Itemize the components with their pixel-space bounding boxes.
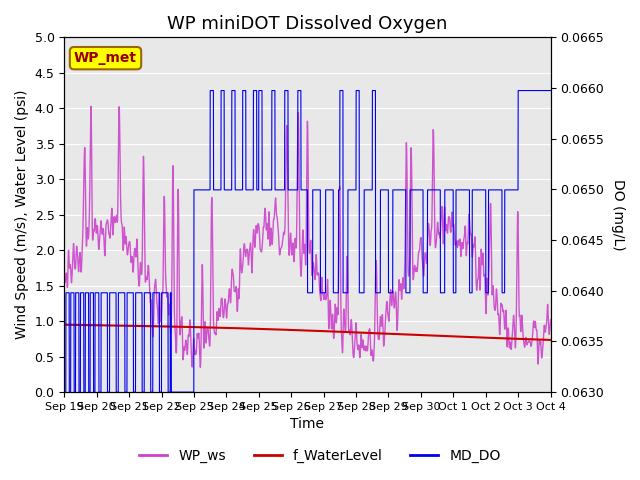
Y-axis label: DO (mg/L): DO (mg/L)	[611, 179, 625, 251]
Text: WP_met: WP_met	[74, 51, 137, 65]
X-axis label: Time: Time	[291, 418, 324, 432]
Y-axis label: Wind Speed (m/s), Water Level (psi): Wind Speed (m/s), Water Level (psi)	[15, 90, 29, 339]
Title: WP miniDOT Dissolved Oxygen: WP miniDOT Dissolved Oxygen	[167, 15, 447, 33]
Legend: WP_ws, f_WaterLevel, MD_DO: WP_ws, f_WaterLevel, MD_DO	[134, 443, 506, 468]
